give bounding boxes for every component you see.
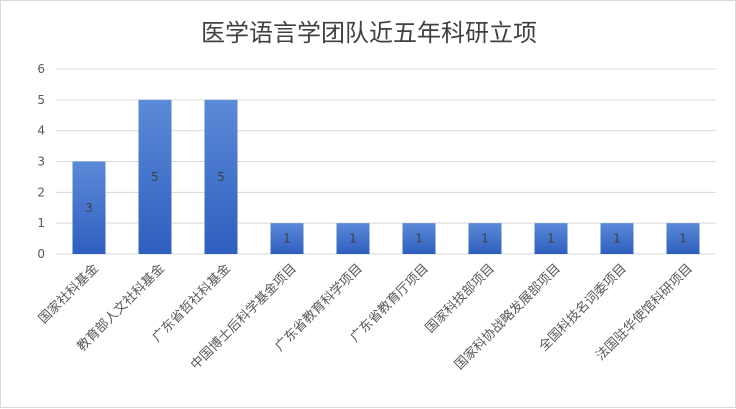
- bar-7: [534, 223, 568, 254]
- data-label-9: 1: [679, 232, 687, 246]
- bars: [72, 99, 700, 254]
- y-tick-label-0: 0: [37, 247, 45, 261]
- data-label-6: 1: [481, 232, 489, 246]
- data-label-0: 3: [85, 201, 93, 215]
- bar-2: [204, 99, 238, 254]
- data-label-5: 1: [415, 232, 423, 246]
- y-tick-label-4: 4: [37, 124, 45, 138]
- y-tick-label-2: 2: [37, 185, 45, 199]
- y-tick-label-5: 5: [37, 93, 45, 107]
- bar-4: [336, 223, 370, 254]
- data-label-7: 1: [547, 232, 555, 246]
- y-tick-label-1: 1: [37, 216, 45, 230]
- x-category-label-0: 国家社科基金: [35, 261, 101, 327]
- data-label-3: 1: [283, 232, 291, 246]
- bar-0: [72, 161, 106, 254]
- bar-1: [138, 99, 172, 254]
- data-label-1: 5: [151, 170, 159, 184]
- x-category-label-6: 国家科技部项目: [422, 261, 498, 337]
- y-axis-ticks: 0 1 2 3 4 5 6: [37, 62, 45, 261]
- bar-9: [666, 223, 700, 254]
- bar-8: [600, 223, 634, 254]
- y-tick-label-6: 6: [37, 62, 45, 76]
- data-labels: 3 5 5 1 1 1 1 1 1 1: [85, 170, 687, 246]
- bar-3: [270, 223, 304, 254]
- x-axis-categories: 国家社科基金教育部人文社科基金广东省哲社科基金中国博士后科学基金项目广东省教育科…: [35, 261, 695, 373]
- x-category-label-3: 中国博士后科学基金项目: [187, 261, 299, 373]
- x-category-label-7: 国家科协战略发展部项目: [451, 261, 563, 373]
- data-label-4: 1: [349, 232, 357, 246]
- data-label-8: 1: [613, 232, 621, 246]
- bar-5: [402, 223, 436, 254]
- chart-title: 医学语言学团队近五年科研立项: [201, 19, 537, 47]
- bar-6: [468, 223, 502, 254]
- y-tick-label-3: 3: [37, 155, 45, 169]
- data-label-2: 5: [217, 170, 225, 184]
